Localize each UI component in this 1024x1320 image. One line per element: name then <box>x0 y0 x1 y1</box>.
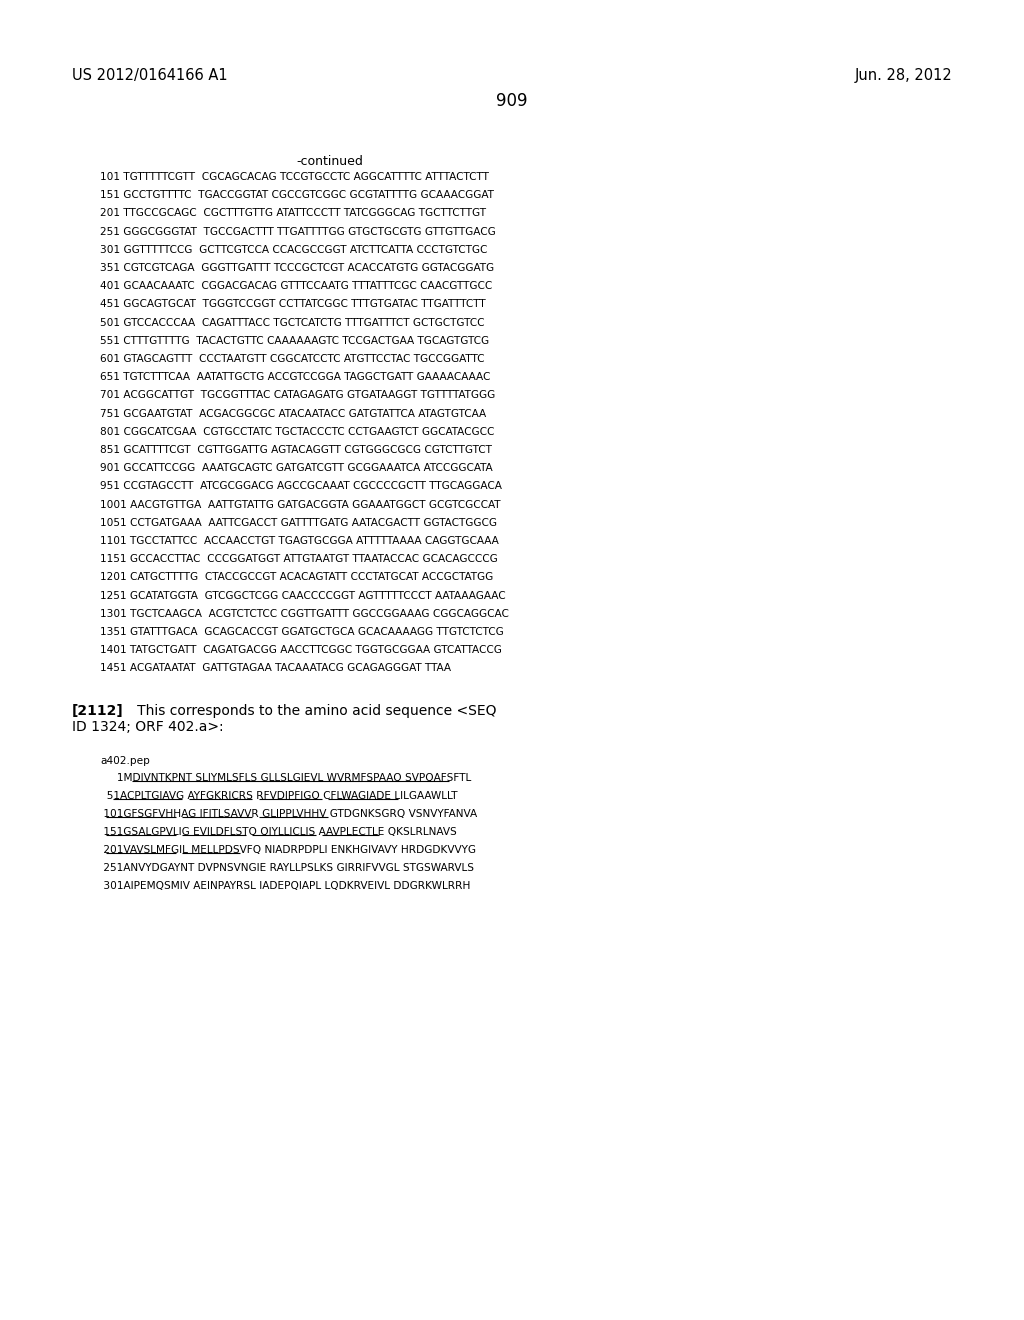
Text: 151GSALGPVLIG EVILDFLSTQ QIYLLICLIS AAVPLECTLE QKSLRLNAVS: 151GSALGPVLIG EVILDFLSTQ QIYLLICLIS AAVP… <box>100 826 457 837</box>
Text: 501 GTCCACCCAA  CAGATTTACC TGCTCATCTG TTTGATTTCT GCTGCTGTCC: 501 GTCCACCCAA CAGATTTACC TGCTCATCTG TTT… <box>100 318 484 327</box>
Text: 301 GGTTTTTCCG  GCTTCGTCCA CCACGCCGGT ATCTTCATTA CCCTGTCTGC: 301 GGTTTTTCCG GCTTCGTCCA CCACGCCGGT ATC… <box>100 244 487 255</box>
Text: 351 CGTCGTCAGA  GGGTTGATTT TCCCGCTCGT ACACCATGTG GGTACGGATG: 351 CGTCGTCAGA GGGTTGATTT TCCCGCTCGT ACA… <box>100 263 495 273</box>
Text: [2112]: [2112] <box>72 704 124 718</box>
Text: This corresponds to the amino acid sequence <SEQ: This corresponds to the amino acid seque… <box>124 704 497 718</box>
Text: 101GFSGFVHHAG IFITLSAVVR GLIPPLVHHV GTDGNKSGRQ VSNVYFANVA: 101GFSGFVHHAG IFITLSAVVR GLIPPLVHHV GTDG… <box>100 809 477 818</box>
Text: 251 GGGCGGGTAT  TGCCGACTTT TTGATTTTGG GTGCTGCGTG GTTGTTGACG: 251 GGGCGGGTAT TGCCGACTTT TTGATTTTGG GTG… <box>100 227 496 236</box>
Text: 1MDIVNTKPNT SLIYMLSFLS GLLSLGIEVL WVRMFSPAAQ SVPQAFSFTL: 1MDIVNTKPNT SLIYMLSFLS GLLSLGIEVL WVRMFS… <box>100 772 471 783</box>
Text: 1401 TATGCTGATT  CAGATGACGG AACCTTCGGC TGGTGCGGAA GTCATTACCG: 1401 TATGCTGATT CAGATGACGG AACCTTCGGC TG… <box>100 645 502 655</box>
Text: 901 GCCATTCCGG  AAATGCAGTC GATGATCGTT GCGGAAATCA ATCCGGCATA: 901 GCCATTCCGG AAATGCAGTC GATGATCGTT GCG… <box>100 463 493 473</box>
Text: 1051 CCTGATGAAA  AATTCGACCT GATTTTGATG AATACGACTT GGTACTGGCG: 1051 CCTGATGAAA AATTCGACCT GATTTTGATG AA… <box>100 517 497 528</box>
Text: 551 CTTTGTTTTG  TACACTGTTC CAAAAAAGTC TCCGACTGAA TGCAGTGTCG: 551 CTTTGTTTTG TACACTGTTC CAAAAAAGTC TCC… <box>100 335 489 346</box>
Text: ID 1324; ORF 402.a>:: ID 1324; ORF 402.a>: <box>72 719 223 734</box>
Text: 851 GCATTTTCGT  CGTTGGATTG AGTACAGGTT CGTGGGCGCG CGTCTTGTCT: 851 GCATTTTCGT CGTTGGATTG AGTACAGGTT CGT… <box>100 445 492 455</box>
Text: 251ANVYDGAYNT DVPNSVNGIE RAYLLPSLKS GIRRIFVVGL STGSWARVLS: 251ANVYDGAYNT DVPNSVNGIE RAYLLPSLKS GIRR… <box>100 862 474 873</box>
Text: 101 TGTTTTTCGTT  CGCAGCACAG TCCGTGCCTC AGGCATTTTC ATTTACTCTT: 101 TGTTTTTCGTT CGCAGCACAG TCCGTGCCTC AG… <box>100 172 488 182</box>
Text: 651 TGTCTTTCAA  AATATTGCTG ACCGTCCGGA TAGGCTGATT GAAAACAAAC: 651 TGTCTTTCAA AATATTGCTG ACCGTCCGGA TAG… <box>100 372 490 383</box>
Text: 1301 TGCTCAAGCA  ACGTCTCTCC CGGTTGATTT GGCCGGAAAG CGGCAGGCAC: 1301 TGCTCAAGCA ACGTCTCTCC CGGTTGATTT GG… <box>100 609 509 619</box>
Text: 201VAVSLMFGIL MELLPDSVFQ NIADRPDPLI ENKHGIVAVY HRDGDKVVYG: 201VAVSLMFGIL MELLPDSVFQ NIADRPDPLI ENKH… <box>100 845 476 854</box>
Text: 151 GCCTGTTTTC  TGACCGGTAT CGCCGTCGGC GCGTATTTTG GCAAACGGAT: 151 GCCTGTTTTC TGACCGGTAT CGCCGTCGGC GCG… <box>100 190 494 201</box>
Text: 1251 GCATATGGTA  GTCGGCTCGG CAACCCCGGT AGTTTTTCCCT AATAAAGAAC: 1251 GCATATGGTA GTCGGCTCGG CAACCCCGGT AG… <box>100 590 506 601</box>
Text: 801 CGGCATCGAA  CGTGCCTATC TGCTACCCTC CCTGAAGTCT GGCATACGCC: 801 CGGCATCGAA CGTGCCTATC TGCTACCCTC CCT… <box>100 426 495 437</box>
Text: 1151 GCCACCTTAC  CCCGGATGGT ATTGTAATGT TTAATACCAC GCACAGCCCG: 1151 GCCACCTTAC CCCGGATGGT ATTGTAATGT TT… <box>100 554 498 564</box>
Text: 401 GCAACAAATC  CGGACGACAG GTTTCCAATG TTTATTTCGC CAACGTTGCC: 401 GCAACAAATC CGGACGACAG GTTTCCAATG TTT… <box>100 281 493 292</box>
Text: 951 CCGTAGCCTT  ATCGCGGACG AGCCGCAAAT CGCCCCGCTT TTGCAGGACA: 951 CCGTAGCCTT ATCGCGGACG AGCCGCAAAT CGC… <box>100 482 502 491</box>
Text: US 2012/0164166 A1: US 2012/0164166 A1 <box>72 69 227 83</box>
Text: 51ACPLTGIAVG AYFGKRICRS RFVDIPFIGQ CFLWAGIADE LILGAAWLLT: 51ACPLTGIAVG AYFGKRICRS RFVDIPFIGQ CFLWA… <box>100 791 458 801</box>
Text: 301AIPEMQSMIV AEINPAYRSL IADEPQIAPL LQDKRVEIVL DDGRKWLRRH: 301AIPEMQSMIV AEINPAYRSL IADEPQIAPL LQDK… <box>100 880 470 891</box>
Text: 1351 GTATTTGACA  GCAGCACCGT GGATGCTGCA GCACAAAAGG TTGTCTCTCG: 1351 GTATTTGACA GCAGCACCGT GGATGCTGCA GC… <box>100 627 504 638</box>
Text: 601 GTAGCAGTTT  CCCTAATGTT CGGCATCCTC ATGTTCCTAC TGCCGGATTC: 601 GTAGCAGTTT CCCTAATGTT CGGCATCCTC ATG… <box>100 354 484 364</box>
Text: 1101 TGCCTATTCC  ACCAACCTGT TGAGTGCGGA ATTTTTAAAA CAGGTGCAAA: 1101 TGCCTATTCC ACCAACCTGT TGAGTGCGGA AT… <box>100 536 499 546</box>
Text: 1451 ACGATAATAT  GATTGTAGAA TACAAATACG GCAGAGGGAT TTAA: 1451 ACGATAATAT GATTGTAGAA TACAAATACG GC… <box>100 664 451 673</box>
Text: 701 ACGGCATTGT  TGCGGTTTAC CATAGAGATG GTGATAAGGT TGTTTTATGGG: 701 ACGGCATTGT TGCGGTTTAC CATAGAGATG GTG… <box>100 391 496 400</box>
Text: 1001 AACGTGTTGA  AATTGTATTG GATGACGGTA GGAAATGGCT GCGTCGCCAT: 1001 AACGTGTTGA AATTGTATTG GATGACGGTA GG… <box>100 499 501 510</box>
Text: 909: 909 <box>497 92 527 110</box>
Text: 201 TTGCCGCAGC  CGCTTTGTTG ATATTCCCTT TATCGGGCAG TGCTTCTTGT: 201 TTGCCGCAGC CGCTTTGTTG ATATTCCCTT TAT… <box>100 209 486 218</box>
Text: 1201 CATGCTTTTG  CTACCGCCGT ACACAGTATT CCCTATGCAT ACCGCTATGG: 1201 CATGCTTTTG CTACCGCCGT ACACAGTATT CC… <box>100 573 494 582</box>
Text: 451 GGCAGTGCAT  TGGGTCCGGT CCTTATCGGC TTTGTGATAC TTGATTTCTT: 451 GGCAGTGCAT TGGGTCCGGT CCTTATCGGC TTT… <box>100 300 485 309</box>
Text: a402.pep: a402.pep <box>100 755 150 766</box>
Text: -continued: -continued <box>297 154 364 168</box>
Text: Jun. 28, 2012: Jun. 28, 2012 <box>854 69 952 83</box>
Text: 751 GCGAATGTAT  ACGACGGCGC ATACAATACC GATGTATTCA ATAGTGTCAA: 751 GCGAATGTAT ACGACGGCGC ATACAATACC GAT… <box>100 409 486 418</box>
